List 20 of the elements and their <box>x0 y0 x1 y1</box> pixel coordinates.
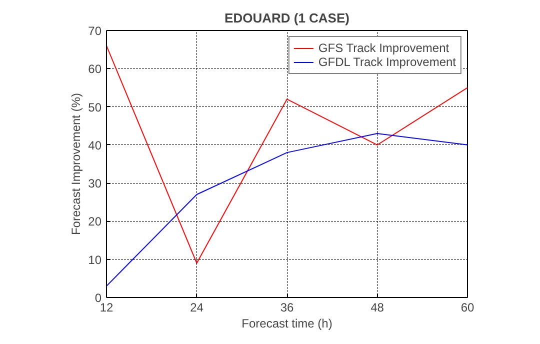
line-series <box>106 132 468 287</box>
y-tick-label: 50 <box>88 100 102 114</box>
x-axis-title: Forecast time (h) <box>242 316 332 330</box>
x-tick-label: 36 <box>280 300 294 314</box>
y-tick-label: 0 <box>94 291 102 305</box>
x-tick-label: 24 <box>190 300 204 314</box>
chart-title: EDOUARD (1 CASE) <box>224 10 350 26</box>
y-tick-label: 10 <box>88 252 102 267</box>
legend-label: GFS Track Improvement <box>318 41 450 55</box>
y-tick-label: 70 <box>88 24 102 38</box>
line-series <box>106 45 468 264</box>
y-tick-label: 40 <box>88 138 102 152</box>
y-tick-label: 30 <box>88 176 102 191</box>
y-tick-label: 60 <box>88 62 102 76</box>
y-tick-label: 20 <box>88 214 102 229</box>
x-tick-label: 60 <box>460 300 474 314</box>
x-tick-label: 12 <box>100 300 114 314</box>
y-axis-title: Forecast Improvement (%) <box>69 92 84 236</box>
legend-label: GFDL Track Improvement <box>318 55 456 69</box>
x-tick-label: 48 <box>370 300 384 314</box>
